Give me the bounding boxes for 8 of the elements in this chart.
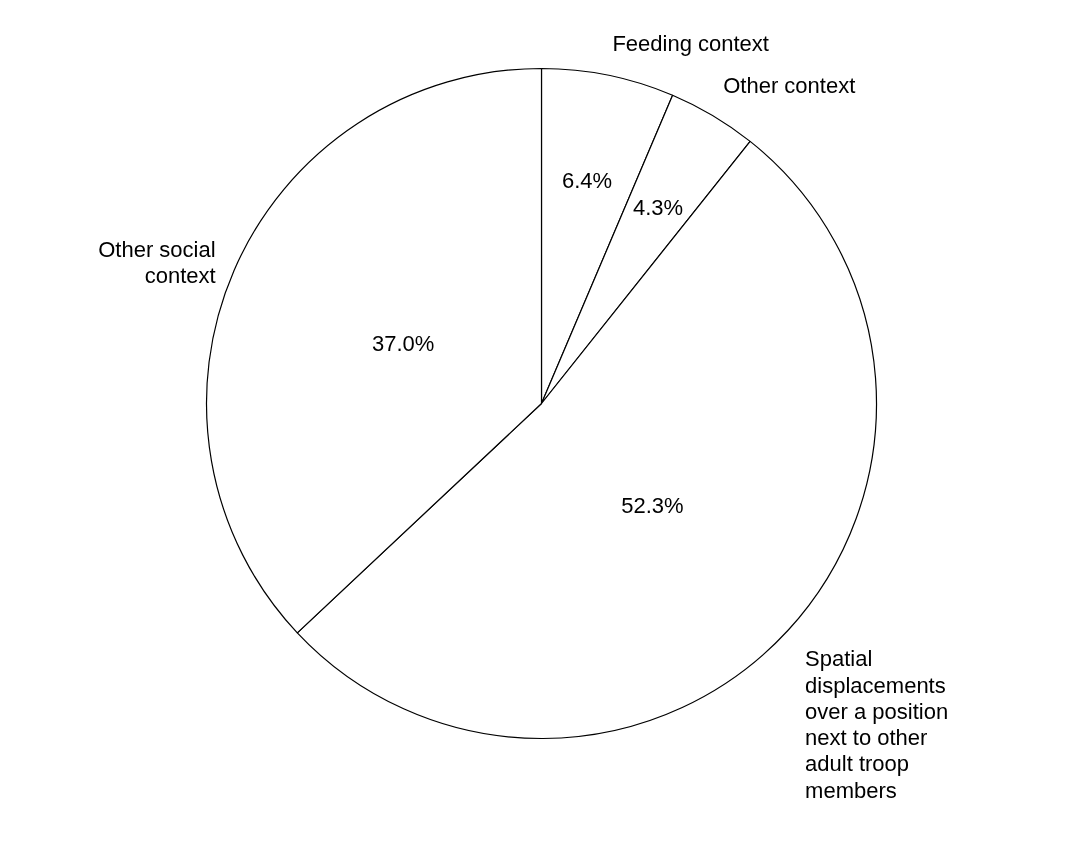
slice-label: Other context [723,73,856,99]
data-label: 6.4% [561,167,613,193]
slice-label: Feeding context [612,30,769,56]
slice-label: Other social context [98,236,216,289]
data-label: 4.3% [633,195,684,221]
data-label: 52.3% [621,493,684,519]
slice-label: Spatial displacements over a position next to other adult troop members [805,646,949,803]
data-label: 37.0% [371,331,435,357]
